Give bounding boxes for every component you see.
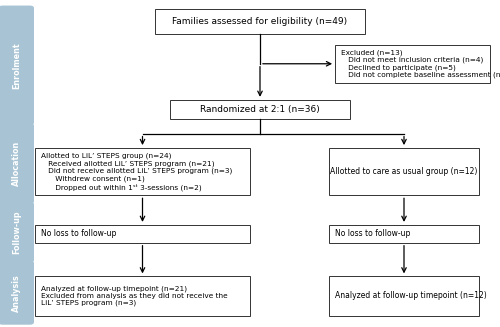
FancyBboxPatch shape xyxy=(35,276,250,316)
Text: Analyzed at follow-up timepoint (n=21)
Excluded from analysis as they did not re: Analyzed at follow-up timepoint (n=21) E… xyxy=(41,285,228,306)
FancyBboxPatch shape xyxy=(0,123,34,204)
FancyBboxPatch shape xyxy=(329,276,479,316)
Text: Allotted to care as usual group (n=12): Allotted to care as usual group (n=12) xyxy=(330,167,478,176)
FancyBboxPatch shape xyxy=(0,202,34,263)
Text: Allotted to LiL’ STEPS group (n=24)
   Received allotted LiL’ STEPS program (n=2: Allotted to LiL’ STEPS group (n=24) Rece… xyxy=(41,153,232,191)
Text: Follow-up: Follow-up xyxy=(12,210,21,254)
FancyBboxPatch shape xyxy=(35,148,250,196)
Text: Families assessed for eligibility (n=49): Families assessed for eligibility (n=49) xyxy=(172,17,348,26)
FancyBboxPatch shape xyxy=(329,148,479,196)
Text: Analyzed at follow-up timepoint (n=12): Analyzed at follow-up timepoint (n=12) xyxy=(335,291,487,301)
FancyBboxPatch shape xyxy=(0,6,34,125)
Text: No loss to follow-up: No loss to follow-up xyxy=(41,229,117,238)
Text: Randomized at 2:1 (n=36): Randomized at 2:1 (n=36) xyxy=(200,105,320,114)
Text: Enrolment: Enrolment xyxy=(12,42,21,89)
FancyBboxPatch shape xyxy=(335,45,490,82)
FancyBboxPatch shape xyxy=(329,225,479,243)
Text: Excluded (n=13)
   Did not meet inclusion criteria (n=4)
   Declined to particip: Excluded (n=13) Did not meet inclusion c… xyxy=(341,49,500,78)
Text: Allocation: Allocation xyxy=(12,141,21,186)
FancyBboxPatch shape xyxy=(0,261,34,325)
FancyBboxPatch shape xyxy=(35,225,250,243)
Text: No loss to follow-up: No loss to follow-up xyxy=(335,229,410,238)
FancyBboxPatch shape xyxy=(170,100,350,119)
FancyBboxPatch shape xyxy=(155,9,365,33)
Text: Analysis: Analysis xyxy=(12,274,21,312)
